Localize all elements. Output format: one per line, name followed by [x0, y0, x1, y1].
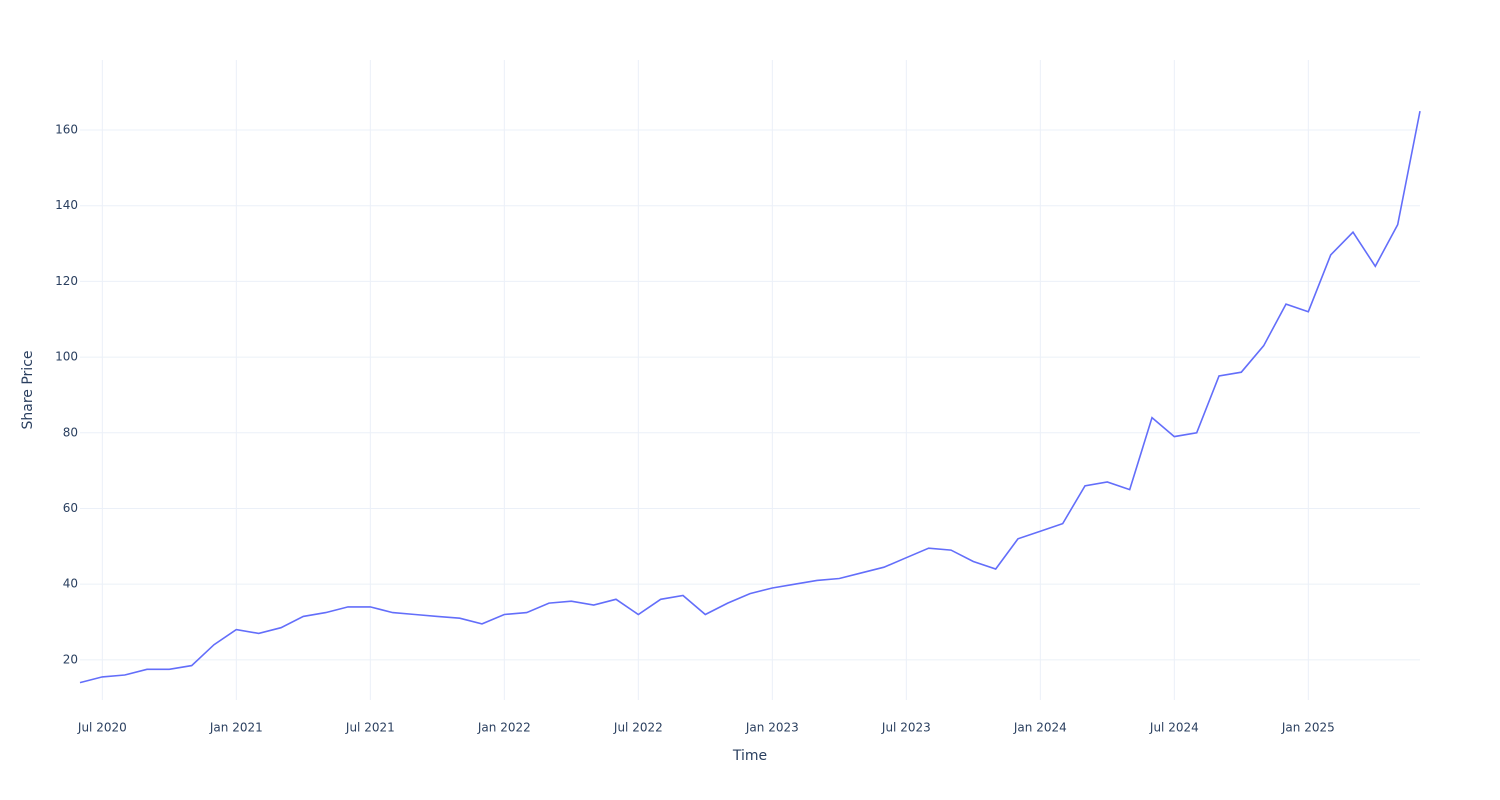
x-tick-label: Jan 2024 — [1013, 721, 1067, 735]
x-tick-label: Jan 2022 — [477, 721, 531, 735]
x-tick-label: Jul 2022 — [613, 721, 663, 735]
y-axis-title: Share Price — [20, 350, 36, 429]
x-tick-label: Jul 2020 — [77, 721, 127, 735]
x-tick-label: Jan 2025 — [1281, 721, 1335, 735]
x-tick-label: Jan 2023 — [745, 721, 799, 735]
y-tick-label: 40 — [63, 577, 78, 591]
x-axis-title: Time — [732, 748, 767, 764]
x-tick-label: Jan 2021 — [209, 721, 263, 735]
y-tick-label: 140 — [55, 198, 78, 212]
y-tick-label: 100 — [55, 350, 78, 364]
y-tick-label: 20 — [63, 652, 78, 666]
x-tick-label: Jul 2024 — [1149, 721, 1199, 735]
x-tick-label: Jul 2023 — [881, 721, 931, 735]
y-tick-label: 160 — [55, 123, 78, 137]
y-tick-label: 120 — [55, 274, 78, 288]
line — [79, 110, 1421, 684]
y-tick-label: 80 — [63, 425, 78, 439]
x-tick-label: Jul 2021 — [345, 721, 395, 735]
y-tick-label: 60 — [63, 501, 78, 515]
